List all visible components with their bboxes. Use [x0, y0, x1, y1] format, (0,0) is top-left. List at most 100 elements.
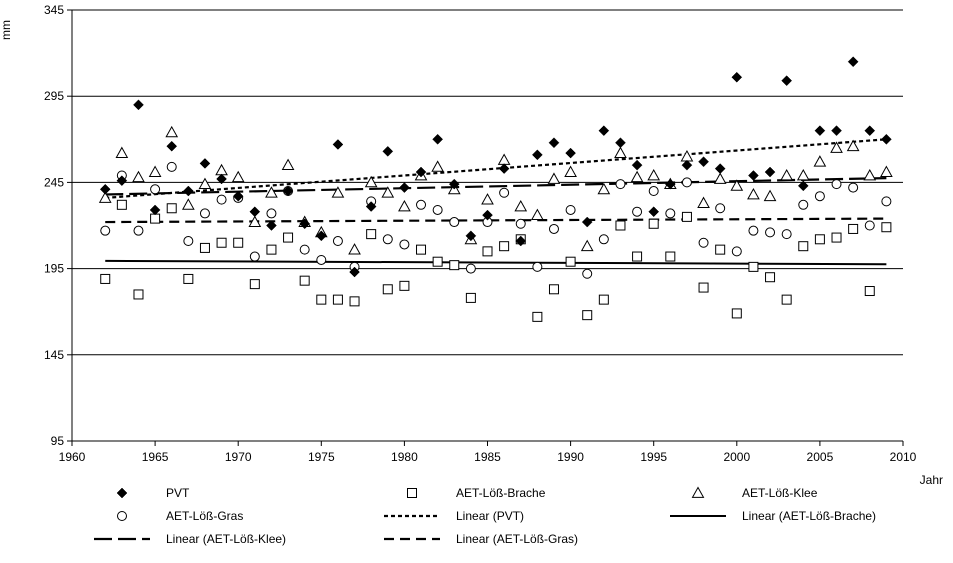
data-point	[547, 172, 561, 184]
data-point	[399, 182, 410, 193]
data-point	[764, 166, 776, 178]
data-point	[532, 261, 543, 272]
data-point	[548, 223, 559, 234]
data-point	[482, 209, 493, 221]
data-point	[747, 187, 760, 200]
data-point	[198, 177, 212, 190]
data-point	[382, 234, 393, 245]
data-point	[299, 218, 311, 230]
data-point	[848, 223, 859, 234]
x-tick-label: 1970	[225, 450, 252, 464]
data-point	[798, 241, 809, 252]
data-point	[381, 186, 395, 198]
data-point	[698, 282, 709, 293]
data-point	[681, 177, 692, 188]
data-point	[183, 273, 194, 284]
data-point	[481, 193, 494, 205]
data-point	[299, 244, 310, 255]
data-point	[781, 294, 792, 305]
y-tick-label: 345	[44, 3, 64, 17]
data-point	[831, 232, 842, 243]
data-point	[648, 218, 659, 229]
data-point	[648, 206, 660, 218]
data-point	[416, 244, 427, 255]
data-point	[848, 182, 859, 193]
data-point	[580, 239, 594, 252]
data-point	[233, 237, 244, 248]
data-point	[382, 146, 394, 157]
data-point	[731, 71, 743, 83]
trendline-long-dash	[105, 176, 887, 196]
data-point	[133, 225, 144, 236]
x-tick-label: 1995	[640, 450, 667, 464]
data-point	[331, 186, 345, 198]
x-tick-label: 2000	[723, 450, 750, 464]
data-point	[315, 230, 327, 242]
data-point	[831, 125, 842, 137]
data-point	[814, 234, 825, 245]
data-point	[281, 158, 295, 171]
data-point	[365, 201, 377, 212]
data-point	[631, 159, 643, 171]
data-point	[416, 199, 427, 210]
axes: mm Jahr 95 145 195 245 295 345 1960 1965 1970 197…	[0, 3, 943, 487]
data-point	[697, 196, 710, 208]
data-point	[399, 280, 410, 291]
data-point	[632, 206, 643, 217]
data-point	[265, 186, 278, 198]
data-point	[731, 308, 742, 319]
data-point	[565, 204, 576, 215]
data-point	[515, 235, 527, 247]
data-point	[781, 75, 793, 87]
data-point	[863, 168, 877, 181]
trendline-solid	[105, 259, 887, 266]
legend: PVT AET-Löß-Brache AET-Löß-Klee AET-Löß-Gra…	[94, 486, 876, 546]
data-point	[149, 204, 161, 216]
data-point	[681, 211, 692, 222]
data-point	[881, 196, 892, 207]
data-point	[199, 158, 211, 169]
data-point	[465, 292, 476, 303]
data-point	[881, 222, 892, 233]
data-point	[548, 284, 559, 295]
data-point	[748, 170, 759, 181]
data-point	[680, 150, 694, 162]
data-point	[731, 246, 742, 257]
data-point	[664, 178, 676, 190]
legend-item: Linear (AET-Löß-Brache)	[670, 509, 876, 523]
data-point	[183, 236, 194, 247]
data-point	[864, 125, 876, 137]
data-point	[831, 179, 842, 190]
legend-item: AET-Löß-Gras	[117, 509, 243, 523]
data-point	[813, 155, 827, 167]
data-point	[133, 289, 144, 300]
data-point	[698, 156, 709, 168]
data-point	[714, 163, 726, 174]
data-point	[814, 191, 825, 202]
data-point	[316, 294, 327, 305]
legend-label: AET-Löß-Brache	[456, 486, 546, 500]
data-point	[215, 163, 228, 176]
data-points	[98, 56, 893, 322]
data-point	[830, 141, 843, 153]
data-point	[499, 187, 510, 198]
data-point	[166, 140, 178, 152]
data-point	[765, 272, 776, 283]
data-point	[582, 268, 593, 279]
data-point	[615, 179, 626, 190]
data-point	[166, 161, 177, 172]
data-point	[299, 275, 310, 286]
legend-label: Linear (AET-Löß-Brache)	[742, 509, 876, 523]
data-point	[166, 203, 177, 214]
data-point	[349, 266, 360, 278]
data-point	[332, 236, 343, 247]
data-point	[349, 296, 360, 307]
data-point	[581, 216, 593, 228]
x-tick-label: 1985	[474, 450, 501, 464]
series-1	[100, 199, 892, 322]
data-point	[448, 178, 460, 190]
data-point	[598, 294, 609, 305]
data-point	[814, 125, 826, 137]
data-point	[99, 183, 111, 195]
